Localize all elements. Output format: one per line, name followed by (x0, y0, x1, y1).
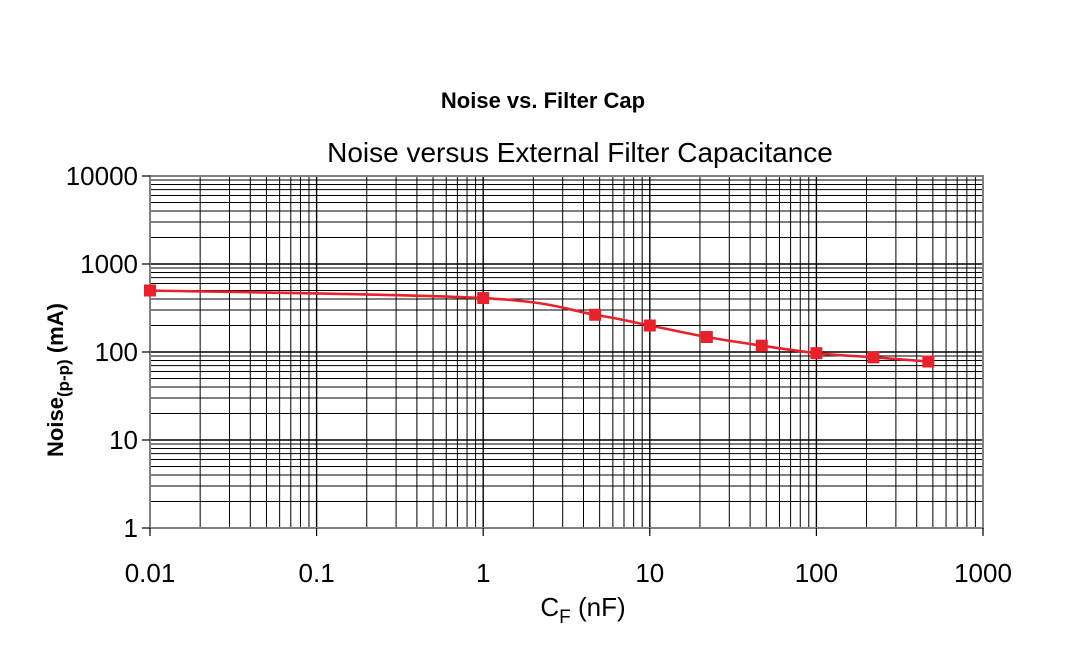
data-point-marker (477, 292, 490, 305)
x-axis-label-subscript: F (559, 607, 571, 628)
x-axis-label-main: C (540, 592, 559, 622)
series-layer (144, 284, 935, 368)
data-point-marker (755, 339, 768, 352)
data-point-marker (922, 355, 935, 368)
chart-title: Noise versus External Filter Capacitance (327, 137, 833, 168)
x-tick-label: 100 (795, 558, 838, 588)
x-tick-label: 0.1 (299, 558, 335, 588)
data-point-marker (643, 319, 656, 332)
data-point-marker (144, 284, 156, 297)
y-axis-ticks: 1 10 100 1000 10000 (66, 161, 150, 543)
y-axis-label-unit: (mA) (43, 303, 68, 359)
data-point-marker (810, 347, 823, 360)
x-tick-label: 10 (635, 558, 664, 588)
chart-caption: Noise vs. Filter Cap (441, 88, 645, 113)
y-axis-label-main: Noise (43, 397, 68, 457)
y-tick-label: 10 (109, 425, 138, 455)
x-tick-label: 1000 (954, 558, 1012, 588)
y-tick-label: 1 (124, 513, 138, 543)
y-tick-label: 1000 (80, 249, 138, 279)
x-axis-label: CF (nF) (540, 592, 625, 628)
series-line (149, 289, 929, 363)
y-tick-label: 10000 (66, 161, 138, 191)
x-tick-label: 0.01 (125, 558, 176, 588)
y-tick-label: 100 (95, 337, 138, 367)
data-point-marker (867, 351, 880, 364)
y-axis-label-subscript: (p-p) (54, 359, 73, 397)
x-axis-ticks: 0.01 0.1 1 10 100 1000 (125, 528, 1012, 588)
data-point-marker (589, 308, 602, 321)
x-tick-label: 1 (476, 558, 490, 588)
data-point-marker (700, 331, 713, 344)
x-axis-label-unit: (nF) (571, 592, 626, 622)
y-axis-label: Noise(p-p) (mA) (43, 303, 73, 457)
